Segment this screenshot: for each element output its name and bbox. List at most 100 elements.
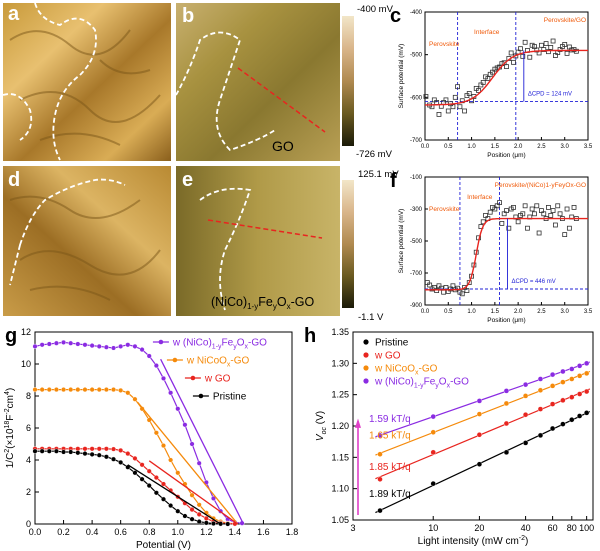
x-tick-label: 0.5 [444, 144, 453, 150]
x-tick-label: 40 [521, 523, 531, 533]
data-point [573, 48, 579, 54]
data-point [139, 476, 145, 482]
panel-e-caption: (NiCo)1-yFeyOx-GO [211, 295, 314, 311]
data-point [103, 446, 109, 452]
data-point [132, 396, 138, 402]
x-tick-label: 0.0 [421, 144, 430, 150]
delta-cpd-label: ΔCPD = 124 mV [528, 92, 572, 98]
data-point [560, 379, 566, 385]
data-point [168, 503, 174, 509]
data-point [504, 64, 509, 70]
x-axis-title: Potential (V) [136, 540, 191, 551]
data-point [68, 449, 74, 455]
y-tick-label: 1.35 [331, 327, 349, 337]
legend-label: w (NiCo)1-yFeyOx-GO [374, 377, 469, 390]
data-point [103, 344, 109, 350]
x-tick-label: 1.6 [257, 527, 270, 537]
data-point [96, 387, 102, 393]
data-point [536, 230, 542, 236]
colorbar-top-min: -726 mV [356, 149, 393, 160]
data-point [89, 446, 95, 452]
x-tick-label: 3 [350, 523, 355, 533]
data-point [464, 288, 470, 294]
data-point [53, 448, 59, 454]
data-point [466, 91, 472, 96]
data-point [569, 394, 575, 400]
y-tick-label: 6 [26, 423, 31, 433]
y-tick-label: 1.05 [331, 515, 349, 525]
data-point [103, 387, 109, 393]
data-point [457, 104, 463, 110]
x-tick-label: 10 [428, 523, 438, 533]
data-point [560, 397, 566, 404]
x-tick-label: 3.0 [561, 309, 570, 315]
data-point [553, 222, 558, 228]
plot-frame [424, 11, 589, 141]
data-point [68, 340, 74, 346]
data-point [96, 446, 102, 452]
slope-label: 1.59 kT/q [369, 414, 411, 425]
y-tick-label: -400 [410, 10, 423, 16]
data-point [583, 360, 590, 367]
data-point [75, 341, 81, 347]
x-tick-label: 100 [579, 523, 594, 533]
data-point [139, 462, 145, 468]
x-tick-label: 0.4 [86, 527, 99, 537]
data-point [576, 391, 583, 397]
data-point [549, 383, 556, 389]
data-point [499, 220, 505, 226]
data-point [541, 211, 547, 217]
y-tick-label: -700 [410, 271, 423, 277]
data-point [210, 495, 216, 501]
data-point [111, 387, 117, 393]
x-tick-label: 0.0 [421, 309, 430, 315]
legend-marker [158, 339, 164, 345]
data-point [168, 457, 174, 463]
panel-e: e (NiCo)1-yFeyOx-GO [176, 166, 340, 316]
data-point [564, 206, 570, 212]
data-point [196, 519, 202, 525]
y-axis-title: 1/C2(×1018F-2cm4) [4, 388, 16, 469]
legend-label: w GO [374, 351, 401, 362]
data-point [569, 417, 575, 423]
data-point [569, 366, 575, 372]
data-point [480, 80, 486, 85]
data-point [537, 376, 544, 382]
data-point [564, 50, 570, 56]
y-tick-label: 2 [26, 487, 31, 497]
region-label: Interface [474, 29, 500, 36]
data-point [118, 343, 124, 349]
data-point [522, 440, 529, 446]
x-tick-label: 3.5 [584, 144, 593, 150]
slope-label: 1.65 kT/q [369, 431, 411, 442]
y-tick-label: -500 [410, 239, 423, 245]
profile-line-e [207, 219, 323, 239]
y-tick-label: -500 [410, 53, 423, 59]
data-point [377, 507, 383, 514]
y-tick-label: 4 [26, 455, 31, 465]
data-point [96, 343, 102, 349]
data-point [203, 515, 209, 521]
data-point [537, 406, 544, 412]
data-point [39, 448, 45, 454]
data-point [546, 204, 551, 210]
data-point [61, 339, 67, 345]
panel-d: d [3, 166, 171, 316]
data-point [82, 451, 88, 457]
plot-frame [424, 176, 589, 306]
y-tick-label: 0 [26, 519, 31, 529]
data-point [436, 112, 442, 117]
y-tick-label: 1.10 [331, 484, 349, 494]
data-point [476, 411, 483, 417]
panel-letter: c [390, 5, 401, 27]
data-point [61, 449, 67, 455]
legend-marker [190, 375, 196, 381]
legend-label: w NiCoOx-GO [374, 364, 438, 377]
data-point [476, 88, 481, 93]
data-point [153, 363, 159, 369]
data-point [476, 461, 483, 467]
data-point [160, 481, 166, 487]
legend-label: w NiCoOx-GO [186, 356, 250, 369]
data-point [160, 375, 166, 381]
data-point [550, 38, 556, 44]
